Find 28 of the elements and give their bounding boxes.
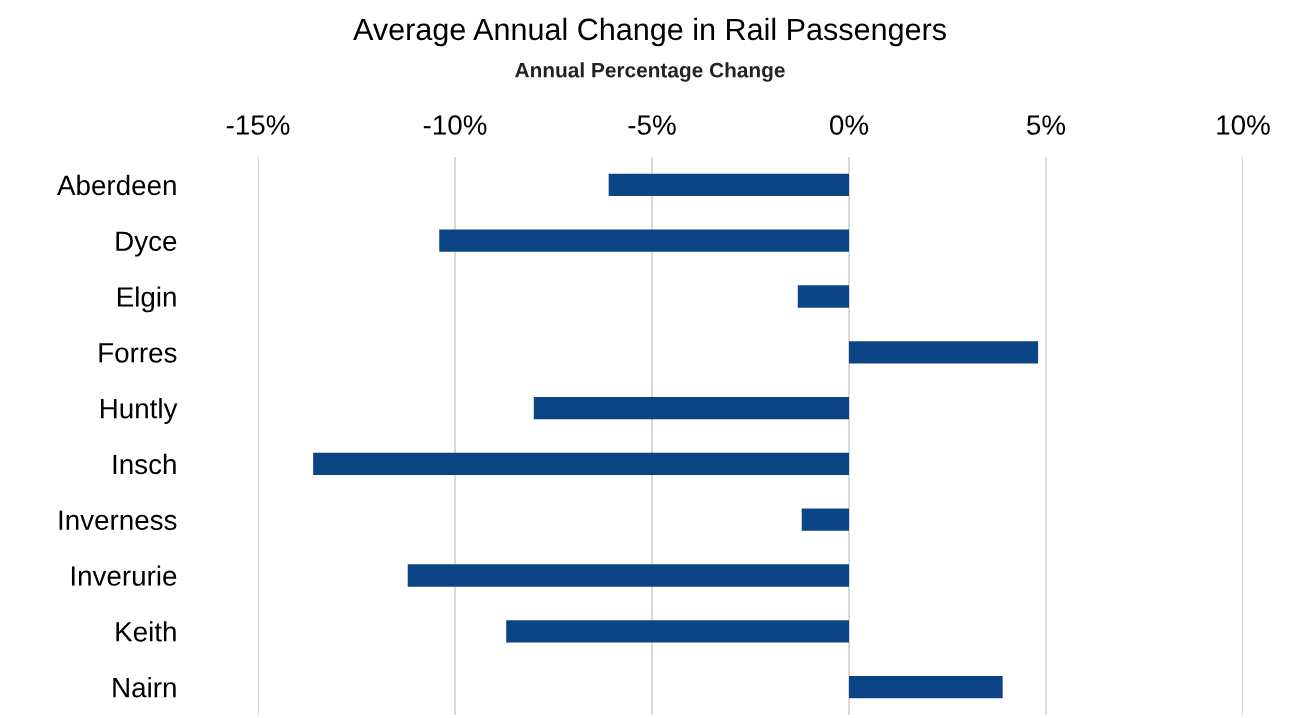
bar [797, 285, 849, 308]
bar [506, 620, 849, 643]
chart-title: Average Annual Change in Rail Passengers [353, 17, 946, 47]
bar [801, 508, 849, 531]
x-tick-label: -10% [423, 115, 487, 135]
x-tick-label: 0% [830, 115, 869, 135]
y-tick-label: Insch [113, 453, 176, 475]
y-tick-label: Huntly [100, 398, 178, 424]
bar [849, 341, 1039, 364]
x-tick-label: -15% [226, 115, 290, 135]
x-tick-label: 10% [1217, 115, 1270, 135]
y-tick-label: Nairn [113, 677, 176, 698]
y-tick-label: Inverness [59, 510, 177, 531]
y-tick-label: Inverurie [71, 565, 177, 586]
bar [407, 564, 849, 587]
y-tick-label: Dyce [116, 231, 177, 257]
y-tick-label: Keith [116, 621, 176, 642]
bar [439, 229, 849, 252]
y-tick-label: Forres [99, 343, 177, 363]
bar [533, 396, 849, 420]
bar [608, 173, 849, 197]
bar [849, 675, 1003, 699]
y-tick-label: Aberdeen [57, 174, 176, 196]
bar [313, 452, 849, 476]
y-tick-label: Elgin [117, 286, 176, 313]
x-tick-label: -5% [628, 115, 676, 135]
x-axis-title: Annual Percentage Change [515, 62, 785, 82]
x-tick-label: 5% [1027, 115, 1066, 135]
